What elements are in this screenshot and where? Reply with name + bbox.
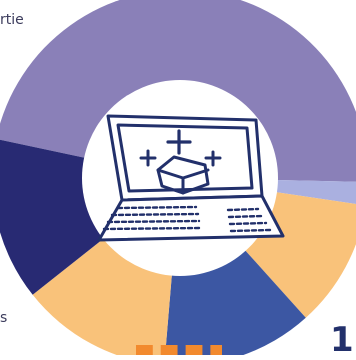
- laptop-with-sparkles-and-box-icon: [97, 114, 285, 242]
- cropped-text-top: rtie: [0, 12, 24, 28]
- cropped-orange-text: ■■■■: [134, 344, 222, 355]
- cropped-text-bottom: s: [0, 310, 8, 326]
- cropped-number: 1: [330, 320, 354, 360]
